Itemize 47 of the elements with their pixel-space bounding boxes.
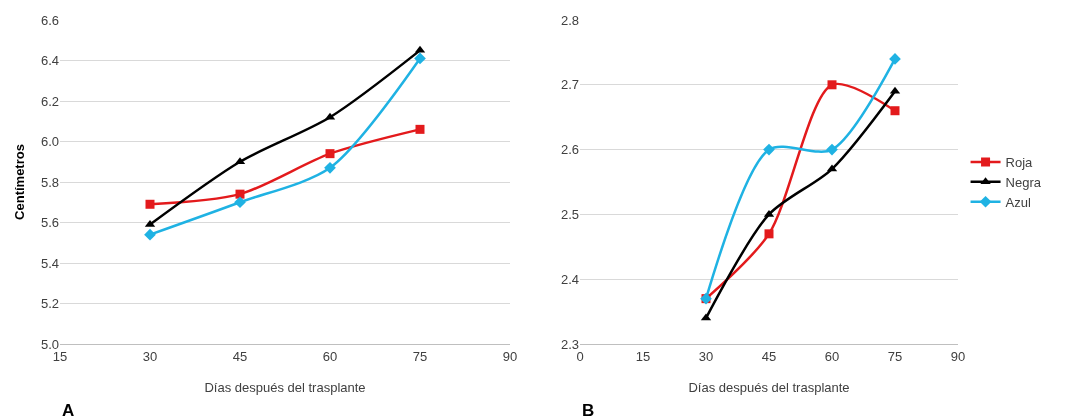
x-axis-title: Días después del trasplante: [688, 380, 850, 396]
x-tick-label: 60: [824, 348, 840, 364]
y-tick-label: 2.8: [560, 12, 579, 28]
x-tick-label: 30: [698, 348, 714, 364]
point: [826, 143, 838, 156]
y-tick-label: 5.8: [40, 174, 59, 190]
y-tick-label: 2.6: [560, 142, 579, 158]
y-tick-label: 6.0: [40, 134, 59, 150]
x-tick-label: 15: [635, 348, 651, 364]
y-tick-label: 6.6: [40, 12, 59, 28]
y-tick-label: 2.3: [560, 336, 579, 352]
x-tick-label: 30: [142, 348, 158, 364]
point: [145, 199, 155, 209]
point: [234, 196, 246, 209]
y-tick-label: 6.2: [40, 93, 59, 109]
y-tick-label: 5.6: [40, 215, 59, 231]
point: [415, 124, 425, 134]
x-tick-label: 45: [232, 348, 248, 364]
x-tick-label: 90: [502, 348, 518, 364]
y-tick-label: 2.7: [560, 77, 579, 93]
y-axis-title: Centímetros: [12, 144, 27, 220]
y-tick-label: 2.5: [560, 206, 579, 222]
legend-label: Negra: [1005, 174, 1042, 190]
x-tick-label: 75: [887, 348, 903, 364]
y-tick-label: 5.2: [40, 296, 59, 312]
y-tick-label: 6.4: [40, 53, 59, 69]
y-tick-label: 5.4: [40, 255, 59, 271]
point: [890, 106, 900, 116]
x-tick-label: 90: [950, 348, 966, 364]
text: A: [62, 401, 75, 419]
point: [324, 161, 336, 174]
x-tick-label: 60: [322, 348, 338, 364]
point: [325, 149, 335, 159]
x-tick-label: 0: [576, 348, 584, 364]
x-axis-title: Días después del trasplante: [204, 380, 366, 396]
point: [763, 143, 775, 156]
y-tick-label: 2.4: [560, 271, 579, 287]
point: [235, 189, 245, 199]
point: [414, 52, 426, 65]
point: [144, 228, 156, 241]
legend-label: Roja: [1005, 155, 1034, 171]
point: [827, 80, 837, 90]
x-tick-label: 45: [761, 348, 777, 364]
x-tick-label: 75: [412, 348, 428, 364]
text: B: [582, 401, 595, 419]
point: [764, 229, 774, 239]
legend-label: Azul: [1005, 194, 1031, 210]
